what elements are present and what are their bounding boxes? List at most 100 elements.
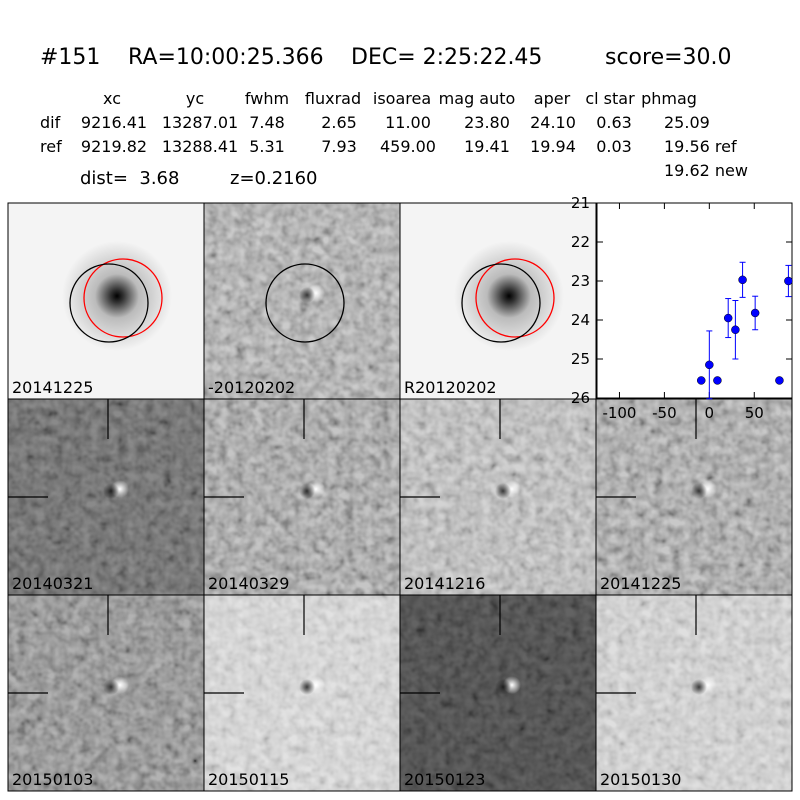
row-label: dif [40, 113, 61, 132]
y-tick-label: 21 [571, 194, 590, 212]
spot [691, 679, 707, 695]
stamp: 20150103 [7, 594, 205, 792]
x-tick-label: 50 [745, 404, 764, 422]
column-header: aper [534, 89, 571, 108]
column-header: isoarea [373, 89, 431, 108]
table-cell: 0.63 [596, 113, 632, 132]
table-cell: 9216.41 [81, 113, 147, 132]
circle-black [265, 263, 345, 343]
stamp-image [204, 399, 400, 595]
stamp-image [204, 203, 400, 399]
point [750, 308, 760, 318]
y-tick-label: 26 [571, 389, 590, 407]
table-cell: 19.56 ref [664, 137, 737, 156]
stamp-label: 20150103 [12, 770, 93, 789]
row-label: ref [40, 137, 62, 156]
column-header: fwhm [245, 89, 289, 108]
point [705, 360, 714, 370]
spot [299, 287, 315, 303]
y-tick-label: 23 [571, 272, 590, 290]
redshift: z=0.2160 [230, 168, 318, 189]
spot [103, 679, 119, 695]
table-cell: 7.48 [249, 113, 285, 132]
dist: dist= 3.68 [80, 168, 179, 189]
stamp-image [204, 595, 400, 791]
column-header: xc [103, 89, 121, 108]
stamp-image [8, 595, 204, 791]
table-cell: 23.80 [464, 113, 510, 132]
spot [299, 483, 315, 499]
point [713, 376, 722, 385]
score: score=30.0 [605, 45, 732, 70]
circle-black [461, 263, 541, 343]
stamp-label: 20150123 [404, 770, 485, 789]
stamp-label: R20120202 [404, 378, 497, 397]
stamp: -20120202 [203, 202, 401, 400]
stamp-label: 20141216 [404, 574, 485, 593]
y-tick-label: 22 [571, 233, 590, 251]
stamp: 20150115 [203, 594, 401, 792]
table-cell: 25.09 [664, 113, 710, 132]
table-cell: 13288.41 [162, 137, 238, 156]
column-header: phmag [641, 89, 697, 108]
table-cell: 5.31 [249, 137, 285, 156]
measure-table: xc yc fwhm fluxrad isoarea mag auto aper cl sta… [40, 89, 748, 180]
spot [103, 483, 119, 499]
stamp-label: 20141225 [12, 378, 93, 397]
y-tick-label: 25 [571, 350, 590, 368]
table-cell: 0.03 [596, 137, 632, 156]
stamp-label: 20141225 [600, 574, 681, 593]
circle-red [475, 258, 555, 338]
stamp: 20141216 [399, 398, 597, 596]
spot [691, 483, 707, 499]
table-cell: 11.00 [385, 113, 431, 132]
stamp: 20140329 [203, 398, 401, 596]
table-note: 19.62 new [664, 161, 748, 180]
stamp-image [8, 203, 204, 399]
stamp: 20150130 [595, 594, 793, 792]
stamp-image [8, 399, 204, 595]
dec: DEC= 2:25:22.45 [351, 45, 542, 70]
x-tick-label: 0 [705, 404, 715, 422]
stamps: 20141225 -20120202 R20120202 20140321 201403… [7, 202, 793, 792]
table-cell: 7.93 [321, 137, 357, 156]
stamp: 20141225 [595, 398, 793, 596]
point [784, 276, 793, 286]
circle-black [69, 263, 149, 343]
spot [495, 483, 511, 499]
table-cell: 24.10 [530, 113, 576, 132]
light-curve: 21 22 23 24 25 26 -100 -50 0 50 [571, 194, 793, 422]
stamp-image [400, 595, 596, 791]
stamp: 20140321 [7, 398, 205, 596]
point [775, 376, 784, 385]
plot-area [596, 202, 793, 399]
stamp-image [596, 399, 792, 595]
table-cell: 19.94 [530, 137, 576, 156]
stamp-image [400, 203, 596, 399]
stamp-image [596, 595, 792, 791]
stamp-label: 20140321 [12, 574, 93, 593]
stamp: 20150123 [399, 594, 597, 792]
galaxy [62, 241, 172, 351]
y-tick-label: 24 [571, 311, 590, 329]
column-header: cl star [585, 89, 635, 108]
point [723, 313, 733, 323]
point [696, 376, 706, 385]
table-cell: 9219.82 [81, 137, 147, 156]
circle-red [83, 258, 163, 338]
point [731, 325, 740, 334]
stamp-label: 20150130 [600, 770, 681, 789]
column-header: mag auto [439, 89, 516, 108]
table-cell: 2.65 [321, 113, 357, 132]
spot [299, 679, 315, 695]
table-cell: 459.00 [380, 137, 436, 156]
spot [495, 679, 511, 695]
table-cell: 13287.01 [162, 113, 238, 132]
galaxy [454, 241, 564, 351]
stamp-border [595, 594, 793, 792]
stamp-label: -20120202 [208, 378, 295, 397]
object-id: #151 [40, 45, 100, 70]
x-tick-label: -50 [652, 404, 677, 422]
